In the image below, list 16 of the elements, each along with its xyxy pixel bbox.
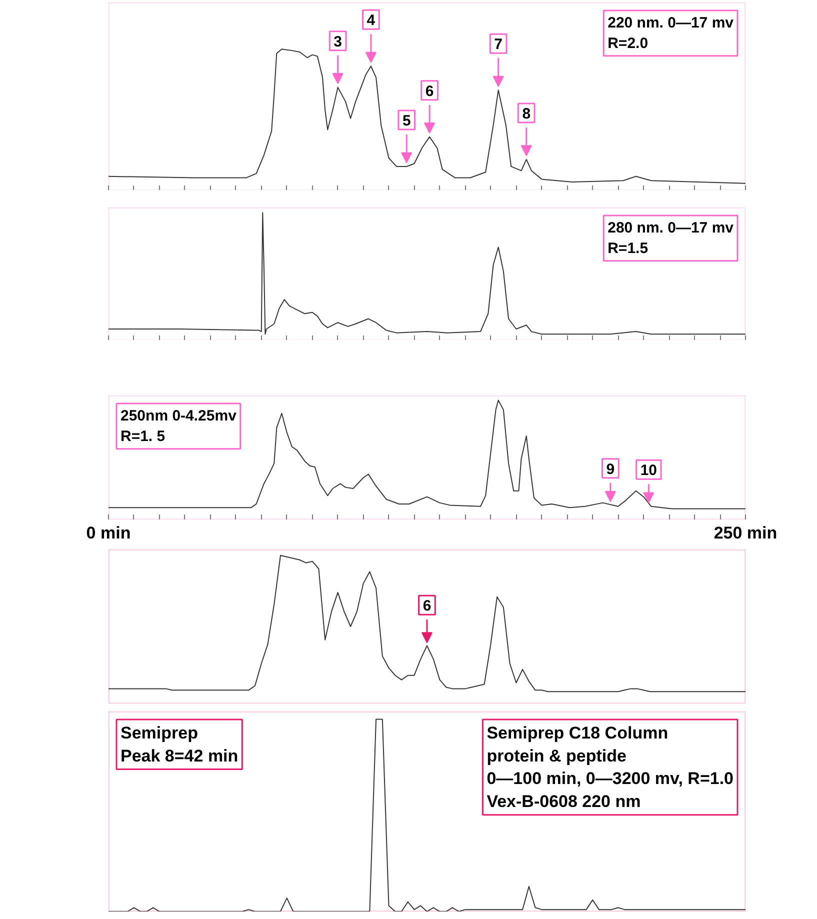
annotation: 220 nm. 0—17 mv R=2.0 — [608, 14, 734, 52]
annotation: 5 — [402, 112, 411, 130]
annotation: 6 — [422, 598, 432, 615]
annotation: 6 — [425, 82, 434, 100]
x-tick-label: 0 min — [86, 524, 131, 542]
x-tick-label: 250 min — [714, 524, 778, 542]
annotation: 250nm 0-4.25mv R=1. 5 — [120, 408, 238, 445]
annotation: 7 — [494, 36, 503, 54]
annotation: Semiprep Peak 8=42 min — [120, 724, 238, 766]
annotation: 10 — [640, 462, 658, 480]
annotation: 8 — [522, 105, 531, 122]
annotation: 4 — [366, 12, 376, 30]
annotation: Semiprep C18 Column protein & peptide 0—100 min, 0—3200 mv, R=1.0 Vex-B-0608 220 nm — [486, 724, 734, 811]
annotation: 280 nm. 0—17 mv R=1.5 — [608, 220, 734, 257]
annotation: 9 — [606, 460, 615, 478]
annotation: 3 — [334, 33, 342, 50]
